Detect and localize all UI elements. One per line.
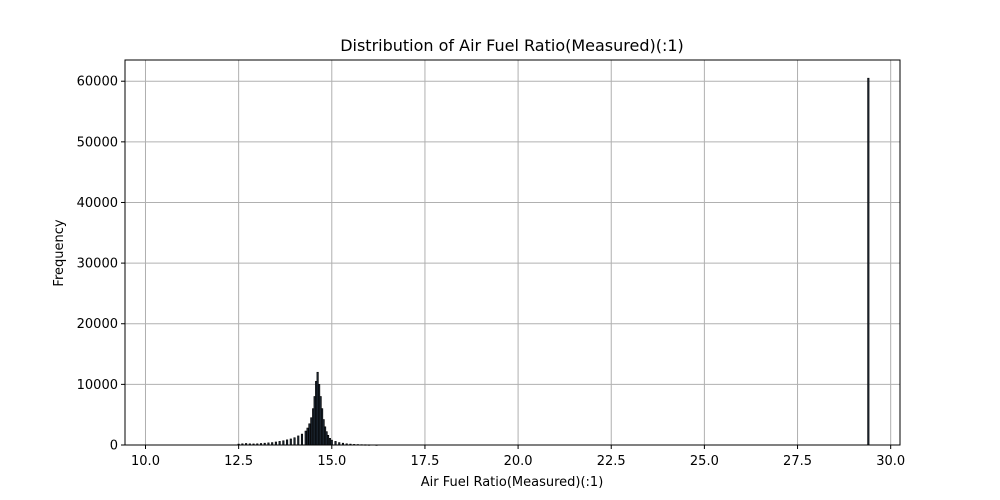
- y-tick-label: 50000: [77, 135, 118, 150]
- histogram-bar: [308, 423, 311, 446]
- chart-title: Distribution of Air Fuel Ratio(Measured)…: [340, 36, 684, 55]
- histogram-bar: [293, 437, 296, 446]
- histogram-bars: [237, 77, 870, 446]
- x-tick-label: 15.0: [317, 454, 346, 469]
- x-tick-label: 27.5: [783, 454, 812, 469]
- y-tick-label: 10000: [77, 378, 118, 393]
- y-tick-label: 60000: [77, 75, 118, 90]
- x-tick-label: 12.5: [224, 454, 253, 469]
- grid-lines: [125, 60, 900, 446]
- x-axis-ticks: 10.0 12.5 15.0 17.5 20.0 22.5 25.0 27.5 30.0: [131, 445, 905, 469]
- x-tick-label: 17.5: [410, 454, 439, 469]
- x-tick-label: 20.0: [504, 454, 533, 469]
- x-tick-label: 22.5: [597, 454, 626, 469]
- y-tick-label: 40000: [77, 196, 118, 211]
- y-tick-label: 30000: [77, 257, 118, 272]
- histogram-bar: [300, 433, 304, 446]
- x-tick-label: 30.0: [876, 454, 905, 469]
- histogram-bar: [310, 417, 313, 446]
- y-axis-ticks: 0 10000 20000 30000 40000 50000 60000: [77, 75, 125, 454]
- histogram-bar: [867, 77, 870, 446]
- histogram-bar: [304, 430, 307, 446]
- histogram-bar: [278, 441, 281, 446]
- y-tick-label: 20000: [77, 317, 118, 332]
- histogram-bar: [327, 434, 330, 446]
- plot-area-frame: [124, 59, 901, 446]
- y-axis-title: Frequency: [52, 219, 67, 286]
- histogram-bar: [328, 438, 331, 446]
- histogram-bar: [306, 427, 309, 446]
- histogram-bar: [282, 440, 285, 446]
- x-tick-label: 10.0: [131, 454, 160, 469]
- histogram-bar: [297, 435, 300, 446]
- histogram-bar: [286, 439, 289, 446]
- histogram-bar: [334, 441, 337, 446]
- x-axis-title: Air Fuel Ratio(Measured)(:1): [421, 475, 604, 490]
- histogram-bar: [289, 438, 292, 446]
- y-tick-label: 0: [110, 439, 118, 454]
- x-tick-label: 25.0: [690, 454, 719, 469]
- histogram-bar: [330, 439, 333, 446]
